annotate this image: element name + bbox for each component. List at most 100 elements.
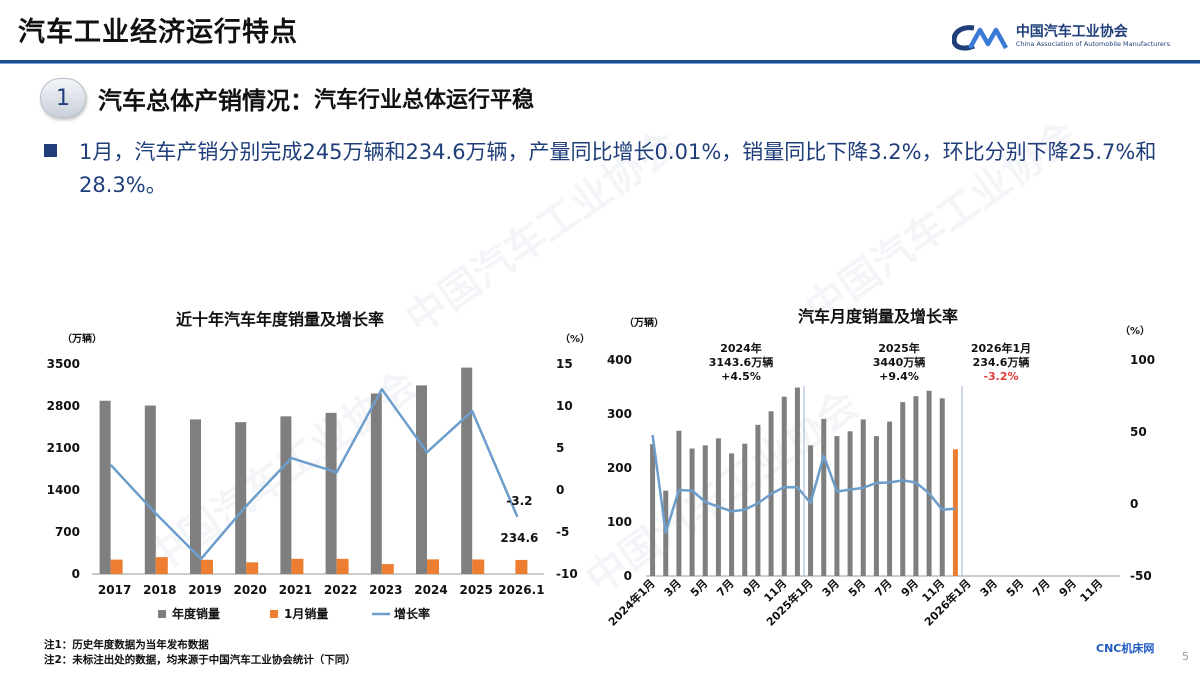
bar-monthly-sales — [873, 436, 879, 576]
x-tick-label: 7月 — [872, 577, 894, 599]
y-tick-left: 200 — [607, 461, 632, 475]
legend-label-rate: 增长率 — [394, 606, 430, 621]
section-heading: 1 汽车总体产销情况： 汽车行业总体运行平稳 — [40, 78, 534, 118]
y-tick-right: 5 — [556, 441, 564, 455]
bar-jan-sales — [155, 557, 168, 574]
y-tick-right: 10 — [556, 399, 573, 413]
bar-monthly-sales — [860, 419, 866, 576]
annotation-volume: 234.6万辆 — [973, 355, 1030, 369]
annotation-year: 2025年 — [878, 341, 920, 355]
title-rule-light — [0, 63, 1200, 64]
bar-monthly-sales — [676, 430, 682, 576]
bar-monthly-sales — [650, 444, 656, 576]
bar-jan-sales — [472, 559, 485, 574]
y-tick-left: 1400 — [47, 483, 80, 497]
y-tick-right: 0 — [1130, 497, 1138, 511]
annotation-growth: +9.4% — [879, 370, 919, 383]
x-tick-label: 2024 — [414, 583, 447, 597]
x-tick-label: 9月 — [1057, 577, 1079, 599]
x-tick-label: 2025 — [459, 583, 492, 597]
bar-jan-sales — [246, 562, 259, 574]
annotation-year: 2024年 — [720, 341, 762, 355]
bar-monthly-sales — [808, 445, 814, 576]
caam-logo-icon — [951, 25, 1008, 51]
x-tick-label: 2018 — [143, 583, 176, 597]
x-tick-label: 2021 — [279, 583, 312, 597]
brand-tag: CNC机床网 — [1096, 642, 1155, 655]
bar-annual-sales — [416, 385, 427, 574]
bar-jan-sales — [110, 559, 123, 574]
bar-annual-sales — [461, 367, 473, 574]
bar-monthly-sales — [900, 402, 906, 576]
bar-annual-sales — [280, 416, 292, 574]
chart1-title: 近十年汽车年度销量及增长率 — [176, 310, 385, 329]
bar-monthly-sales — [702, 445, 708, 576]
page-title: 汽车工业经济运行特点 — [18, 17, 298, 48]
x-tick-label: 11月 — [1078, 577, 1106, 605]
x-tick-label: 2020 — [233, 583, 266, 597]
bar-annual-sales — [190, 419, 201, 574]
legend-label-jan: 1月销量 — [284, 606, 328, 621]
x-tick-label: 3月 — [662, 577, 684, 599]
caam-logo: 中国汽车工业协会 China Association of Automobile… — [951, 22, 1170, 52]
title-rule — [0, 60, 1200, 63]
x-tick-label: 7月 — [714, 577, 736, 599]
footnote-2: 注2：未标注出处的数据，均来源于中国汽车工业协会统计（下同） — [44, 654, 356, 666]
y-unit-left: （万辆） — [624, 316, 664, 329]
legend-swatch-annual — [158, 610, 166, 618]
section-subtitle: 汽车行业总体运行平稳 — [314, 88, 535, 113]
y-tick-right: -50 — [1130, 569, 1152, 583]
bar-jan-sales — [515, 559, 528, 574]
y-tick-left: 2800 — [47, 399, 80, 413]
y-unit-right: （%） — [1120, 324, 1150, 337]
annual-sales-chart: （万辆） （%） 3500 2800 2100 1400 700 0 15 10 5 0 -5 -10 20… — [47, 332, 590, 621]
data-label-last-point: -3.2 — [506, 494, 532, 508]
x-tick-label: 3月 — [820, 577, 842, 599]
x-tick-label: 2019 — [188, 583, 221, 597]
annotation-volume: 3440万辆 — [873, 355, 926, 369]
logo-en: China Association of Automobile Manufact… — [1015, 40, 1170, 48]
annotation-volume: 3143.6万辆 — [709, 355, 773, 369]
bar-monthly-sales — [887, 421, 893, 576]
bar-monthly-sales — [821, 418, 827, 576]
bar-monthly-sales — [913, 396, 919, 576]
y-tick-right: 50 — [1130, 425, 1147, 439]
bullet-square-icon — [44, 144, 57, 157]
bar-annual-sales — [325, 412, 337, 574]
bar-monthly-sales — [794, 387, 800, 576]
y-tick-left: 700 — [55, 525, 80, 539]
footnote-1: 注1：历史年度数据为当年发布数据 — [44, 639, 209, 651]
bar-jan-sales — [291, 558, 304, 574]
x-tick-label: 2017 — [98, 583, 131, 597]
y-tick-left: 400 — [607, 353, 632, 367]
footnotes: 注1：历史年度数据为当年发布数据 注2：未标注出处的数据，均来源于中国汽车工业协… — [44, 638, 356, 668]
bar-monthly-sales — [729, 453, 735, 576]
data-label-last-bar: 234.6 — [500, 531, 538, 545]
y-tick-right: 100 — [1130, 353, 1155, 367]
section-title: 汽车总体产销情况： — [98, 86, 314, 115]
x-tick-label: 2024年1月 — [605, 576, 658, 629]
x-tick-label: 7月 — [1030, 577, 1052, 599]
y-tick-right: -10 — [556, 567, 578, 581]
x-tick-label: 9月 — [741, 577, 763, 599]
chart2-title: 汽车月度销量及增长率 — [798, 307, 959, 326]
bar-annual-sales — [370, 393, 382, 574]
bar-annual-sales — [144, 405, 156, 574]
x-tick-label: 5月 — [688, 577, 710, 599]
x-tick-label: 9月 — [899, 577, 921, 599]
x-tick-label: 2023 — [369, 583, 402, 597]
bar-monthly-sales-latest — [952, 449, 958, 576]
y-tick-right: 0 — [556, 483, 564, 497]
annotation-year: 2026年1月 — [971, 341, 1031, 355]
y-tick-right: -5 — [556, 525, 569, 539]
bar-monthly-sales — [939, 398, 945, 576]
bar-monthly-sales — [689, 448, 695, 576]
bar-jan-sales — [427, 559, 439, 574]
y-tick-left: 2100 — [47, 441, 80, 455]
bar-annual-sales — [99, 400, 111, 574]
legend-swatch-jan — [270, 610, 278, 618]
line-growth-rate — [109, 387, 519, 561]
legend-label-annual: 年度销量 — [172, 606, 220, 621]
x-tick-label: 5月 — [846, 577, 868, 599]
